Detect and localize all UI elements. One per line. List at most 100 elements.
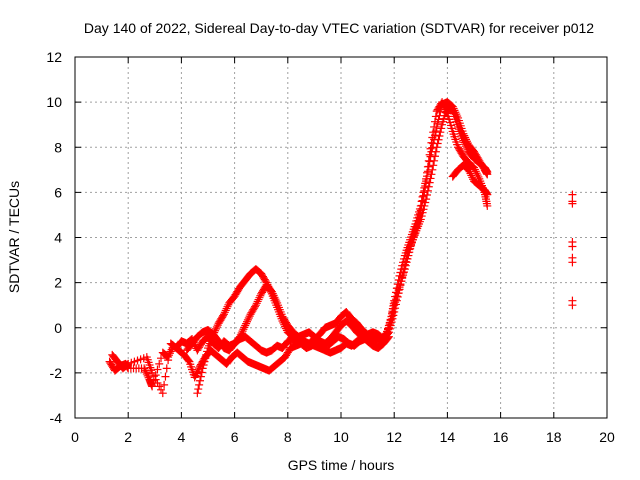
data-point — [212, 322, 221, 331]
data-point — [459, 136, 468, 145]
data-point — [256, 291, 265, 300]
data-point — [430, 131, 439, 140]
data-point — [238, 327, 247, 336]
data-point — [391, 304, 400, 313]
data-point — [220, 308, 229, 317]
data-point — [394, 289, 403, 298]
data-point — [397, 277, 406, 286]
data-point — [568, 258, 577, 267]
data-point — [219, 311, 228, 320]
data-point — [141, 368, 150, 377]
data-point — [432, 122, 441, 131]
data-point — [433, 119, 442, 128]
data-point — [470, 163, 478, 172]
tick-labels: 0 2 4 6 8 10 12 14 16 18 20 -4 -2 0 2 4 6 8 10 12 — [46, 49, 615, 445]
data-point — [420, 201, 429, 210]
data-point — [164, 356, 173, 365]
data-point — [436, 107, 445, 116]
x-tick-label: 10 — [333, 429, 349, 445]
y-tick-label: 12 — [46, 49, 62, 65]
data-point — [254, 295, 263, 304]
data-point — [157, 385, 166, 394]
data-point — [395, 285, 404, 294]
x-tick-label: 18 — [546, 429, 562, 445]
x-tick-label: 0 — [71, 429, 79, 445]
x-tick-label: 12 — [386, 429, 402, 445]
data-point — [421, 181, 430, 190]
data-point — [432, 143, 441, 152]
data-point — [237, 329, 246, 338]
data-point — [446, 105, 455, 114]
data-point — [435, 131, 444, 140]
data-point — [426, 174, 435, 183]
data-point — [387, 318, 396, 327]
data-point — [418, 208, 427, 217]
data-point — [268, 289, 277, 298]
data-point — [213, 321, 222, 330]
data-point — [199, 360, 208, 369]
data-point — [244, 313, 253, 322]
data-point — [242, 319, 251, 328]
data-point — [568, 301, 577, 310]
data-point — [437, 104, 446, 113]
data-point — [483, 168, 492, 177]
data-point — [190, 373, 199, 382]
data-point — [424, 162, 433, 171]
data-point — [157, 354, 166, 363]
y-axis-label: SDTVAR / TECUs — [6, 181, 22, 293]
y-tick-label: 6 — [54, 184, 62, 200]
data-point — [483, 190, 492, 199]
y-tick-label: 0 — [54, 320, 62, 336]
data-point — [399, 268, 408, 277]
data-point — [433, 139, 442, 148]
data-point — [427, 170, 436, 179]
data-point — [391, 300, 400, 309]
data-point — [399, 264, 408, 273]
data-point — [271, 295, 280, 304]
data-point — [428, 165, 437, 174]
data-points — [105, 98, 577, 398]
data-point — [568, 242, 577, 251]
data-point — [390, 307, 399, 316]
x-tick-label: 16 — [493, 429, 509, 445]
data-point — [384, 332, 393, 341]
data-point — [192, 369, 201, 378]
data-point — [165, 347, 174, 356]
data-point — [140, 364, 149, 373]
data-point — [447, 106, 456, 115]
data-point — [461, 140, 470, 149]
data-point — [419, 205, 428, 214]
y-tick-label: 2 — [54, 275, 62, 291]
data-point — [429, 161, 438, 170]
data-point — [200, 357, 209, 366]
y-tick-label: -2 — [50, 365, 63, 381]
data-point — [243, 315, 252, 324]
data-point — [235, 332, 244, 341]
series-track-e — [448, 161, 492, 199]
data-point — [243, 317, 252, 326]
data-point — [148, 368, 157, 377]
chart-title: Day 140 of 2022, Sidereal Day-to-day VTE… — [84, 20, 594, 36]
data-point — [202, 350, 211, 359]
data-point — [201, 354, 210, 363]
series-track-d — [182, 280, 393, 355]
data-point — [250, 302, 259, 311]
data-point — [436, 128, 445, 137]
y-tick-label: 10 — [46, 94, 62, 110]
data-point — [193, 389, 202, 398]
data-point — [197, 368, 206, 377]
data-point — [151, 375, 160, 384]
data-point — [222, 304, 231, 313]
data-point — [434, 135, 443, 144]
data-point — [424, 182, 433, 191]
data-point — [462, 144, 471, 153]
data-point — [239, 325, 248, 334]
data-point — [270, 293, 279, 302]
data-point — [383, 333, 392, 342]
series-late-points — [568, 190, 577, 310]
data-point — [267, 287, 276, 296]
series-track-b — [108, 98, 492, 398]
y-tick-label: 4 — [54, 230, 62, 246]
data-point — [236, 330, 245, 339]
